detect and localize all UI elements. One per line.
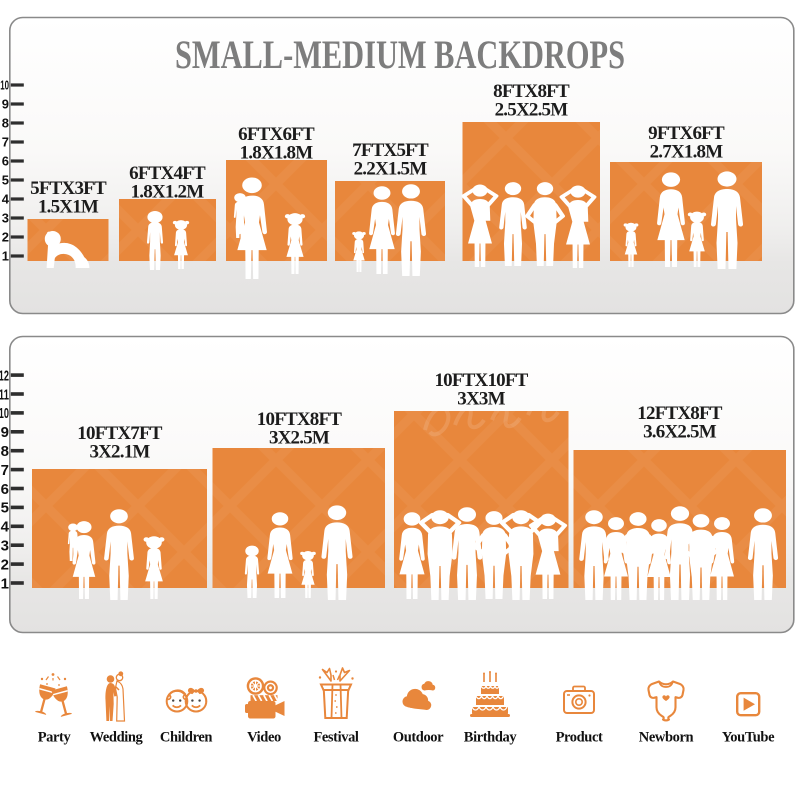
svg-text:12: 12 xyxy=(0,367,9,384)
svg-text:5: 5 xyxy=(1,500,9,517)
svg-text:1: 1 xyxy=(1,575,9,592)
svg-text:5FTX3FT: 5FTX3FT xyxy=(30,178,107,199)
svg-text:3X2.1M: 3X2.1M xyxy=(89,442,150,463)
svg-text:10: 10 xyxy=(0,405,9,422)
svg-text:YouTube: YouTube xyxy=(722,730,775,746)
svg-text:10FTX7FT: 10FTX7FT xyxy=(77,423,163,444)
svg-text:10FTX10FT: 10FTX10FT xyxy=(434,370,528,391)
svg-text:Party: Party xyxy=(38,730,72,746)
svg-text:7: 7 xyxy=(1,462,9,479)
svg-text:Children: Children xyxy=(160,730,212,746)
svg-text:2.2X1.5M: 2.2X1.5M xyxy=(354,159,428,180)
svg-text:7FTX5FT: 7FTX5FT xyxy=(352,140,429,161)
svg-text:8FTX8FT: 8FTX8FT xyxy=(493,81,570,102)
svg-text:6: 6 xyxy=(2,154,9,169)
svg-text:Wedding: Wedding xyxy=(90,730,144,746)
svg-text:1.5X1M: 1.5X1M xyxy=(38,197,99,218)
svg-text:Newborn: Newborn xyxy=(639,730,694,746)
svg-text:SMALL-MEDIUM BACKDROPS: SMALL-MEDIUM BACKDROPS xyxy=(175,32,625,77)
svg-text:9FTX6FT: 9FTX6FT xyxy=(648,123,725,144)
svg-text:1.8X1.8M: 1.8X1.8M xyxy=(240,143,314,164)
svg-text:6FTX6FT: 6FTX6FT xyxy=(238,124,315,145)
svg-text:10FTX8FT: 10FTX8FT xyxy=(257,409,343,430)
svg-text:Product: Product xyxy=(556,730,603,746)
svg-text:Outdoor: Outdoor xyxy=(393,730,444,746)
svg-text:3X3M: 3X3M xyxy=(457,389,505,410)
svg-text:5: 5 xyxy=(2,173,9,188)
svg-text:2.7X1.8M: 2.7X1.8M xyxy=(650,142,724,163)
svg-text:3.6X2.5M: 3.6X2.5M xyxy=(643,422,717,443)
svg-text:11: 11 xyxy=(0,386,9,403)
svg-text:2: 2 xyxy=(2,230,9,245)
svg-text:12FTX8FT: 12FTX8FT xyxy=(637,403,723,424)
svg-text:6: 6 xyxy=(1,481,9,498)
svg-text:7: 7 xyxy=(2,135,9,150)
svg-text:Birthday: Birthday xyxy=(464,730,518,746)
svg-text:4: 4 xyxy=(2,192,10,207)
svg-text:3: 3 xyxy=(1,537,9,554)
svg-text:2.5X2.5M: 2.5X2.5M xyxy=(495,100,569,121)
svg-text:1.8X1.2M: 1.8X1.2M xyxy=(131,182,205,203)
svg-text:3X2.5M: 3X2.5M xyxy=(269,428,330,449)
svg-text:10: 10 xyxy=(0,78,9,93)
svg-text:9: 9 xyxy=(1,424,9,441)
svg-text:1: 1 xyxy=(2,249,9,264)
svg-text:8: 8 xyxy=(2,116,9,131)
svg-text:Festival: Festival xyxy=(313,730,358,746)
svg-text:Video: Video xyxy=(247,730,281,746)
svg-text:6FTX4FT: 6FTX4FT xyxy=(129,163,206,184)
svg-text:9: 9 xyxy=(2,97,9,112)
svg-text:3: 3 xyxy=(2,211,9,226)
svg-text:8: 8 xyxy=(1,443,9,460)
svg-text:2: 2 xyxy=(1,556,9,573)
svg-text:4: 4 xyxy=(1,519,10,536)
